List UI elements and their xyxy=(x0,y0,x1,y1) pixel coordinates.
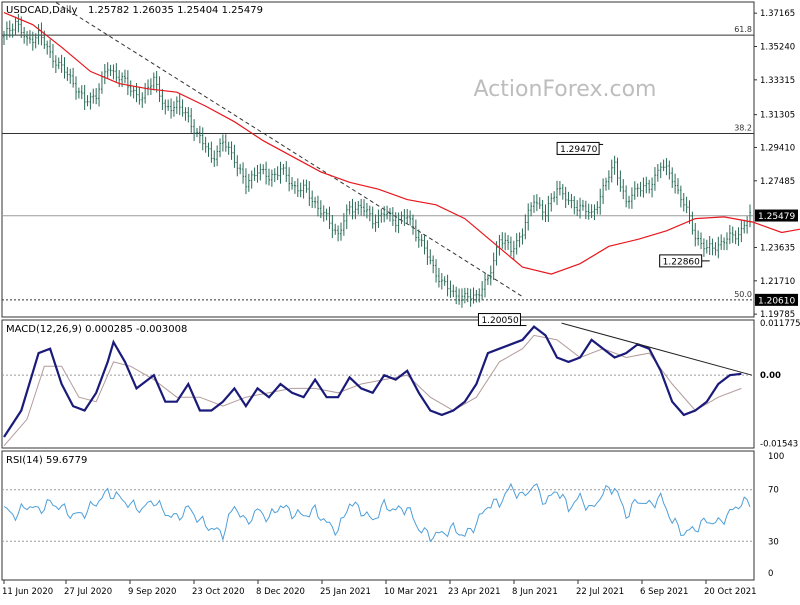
rsi-tick-label: 0 xyxy=(768,569,773,579)
fib-61-8-label: 61.8 xyxy=(734,25,752,34)
price-tick-label: 1.23635 xyxy=(760,243,795,253)
fib-38-2-label: 38.2 xyxy=(734,123,752,132)
watermark: ActionForex.com xyxy=(474,77,657,102)
price-tick-label: 1.33315 xyxy=(760,76,795,86)
macd-trendline xyxy=(561,322,753,376)
x-tick-label: 22 Jul 2021 xyxy=(576,587,624,597)
x-tick-label: 9 Sep 2020 xyxy=(128,587,176,597)
rsi-axis: 100 70 30 0 xyxy=(768,452,784,579)
x-tick-label: 11 Jun 2020 xyxy=(2,587,53,597)
x-tick-label: 10 Mar 2021 xyxy=(384,587,438,597)
macd-tick-label: 0.011775 xyxy=(760,319,800,329)
annotation-label: 1.22860 xyxy=(663,257,700,267)
current-price-box xyxy=(755,209,798,222)
macd-tick-label: 0.00 xyxy=(760,371,781,381)
price-axis: 1.37165 1.35240 1.33315 1.31305 1.29410 1.274… xyxy=(754,9,795,320)
price-tick-label: 1.19785 xyxy=(760,310,795,320)
price-tick-label: 1.27485 xyxy=(760,177,795,187)
x-tick-label: 25 Jan 2021 xyxy=(320,587,371,597)
rsi-tick-label: 100 xyxy=(768,452,784,462)
price-tick-label: 1.21710 xyxy=(760,277,795,287)
rsi-tick-label: 30 xyxy=(768,537,779,547)
date-axis: 11 Jun 2020 27 Jul 2020 9 Sep 2020 23 Oct 2… xyxy=(2,580,757,597)
rsi-panel-frame xyxy=(1,450,755,581)
fib-price-label: 1.20610 xyxy=(758,296,795,306)
ohlc-label: 1.25782 1.26035 1.25404 1.25479 xyxy=(88,5,263,16)
annotation-label: 1.20050 xyxy=(481,316,518,326)
macd-title: MACD(12,26,9) 0.000285 -0.003008 xyxy=(6,324,187,335)
annotation-box xyxy=(659,254,703,268)
price-tick-label: 1.31305 xyxy=(760,111,795,121)
x-tick-label: 8 Dec 2020 xyxy=(256,587,305,597)
x-tick-label: 27 Jul 2020 xyxy=(64,587,112,597)
fib-50-label: 50.0 xyxy=(734,290,752,299)
fib-price-box xyxy=(755,293,798,306)
annotation-box xyxy=(556,141,600,155)
price-tick-label: 1.29410 xyxy=(760,143,795,153)
annotation-box xyxy=(477,313,521,327)
price-tick-label: 1.37165 xyxy=(760,9,795,19)
price-tick-label: 1.35240 xyxy=(760,43,795,53)
price-trendline xyxy=(55,2,523,297)
macd-signal-line xyxy=(3,334,742,447)
x-tick-label: 8 Jun 2021 xyxy=(512,587,558,597)
annotation-label: 1.29470 xyxy=(560,145,597,155)
macd-panel-frame xyxy=(1,319,755,449)
rsi-title: RSI(14) 59.6779 xyxy=(6,455,87,466)
price-title: USDCAD,Daily xyxy=(6,5,77,16)
macd-main-line xyxy=(3,325,742,438)
rsi-tick-label: 70 xyxy=(768,486,779,496)
x-tick-label: 23 Oct 2020 xyxy=(192,587,245,597)
x-tick-label: 20 Oct 2021 xyxy=(704,587,757,597)
macd-axis: 0.011775 0.00 -0.01543 xyxy=(760,319,800,449)
x-tick-label: 23 Apr 2021 xyxy=(448,587,501,597)
price-candles xyxy=(3,13,751,308)
moving-average-line xyxy=(3,12,800,275)
current-price-label: 1.25479 xyxy=(758,212,795,222)
macd-tick-label: -0.01543 xyxy=(760,439,798,449)
rsi-line xyxy=(3,482,751,543)
price-annotations: 1.29470 1.22860 1.20050 xyxy=(477,141,710,327)
x-tick-label: 6 Sep 2021 xyxy=(640,587,688,597)
price-panel-frame xyxy=(1,1,755,318)
